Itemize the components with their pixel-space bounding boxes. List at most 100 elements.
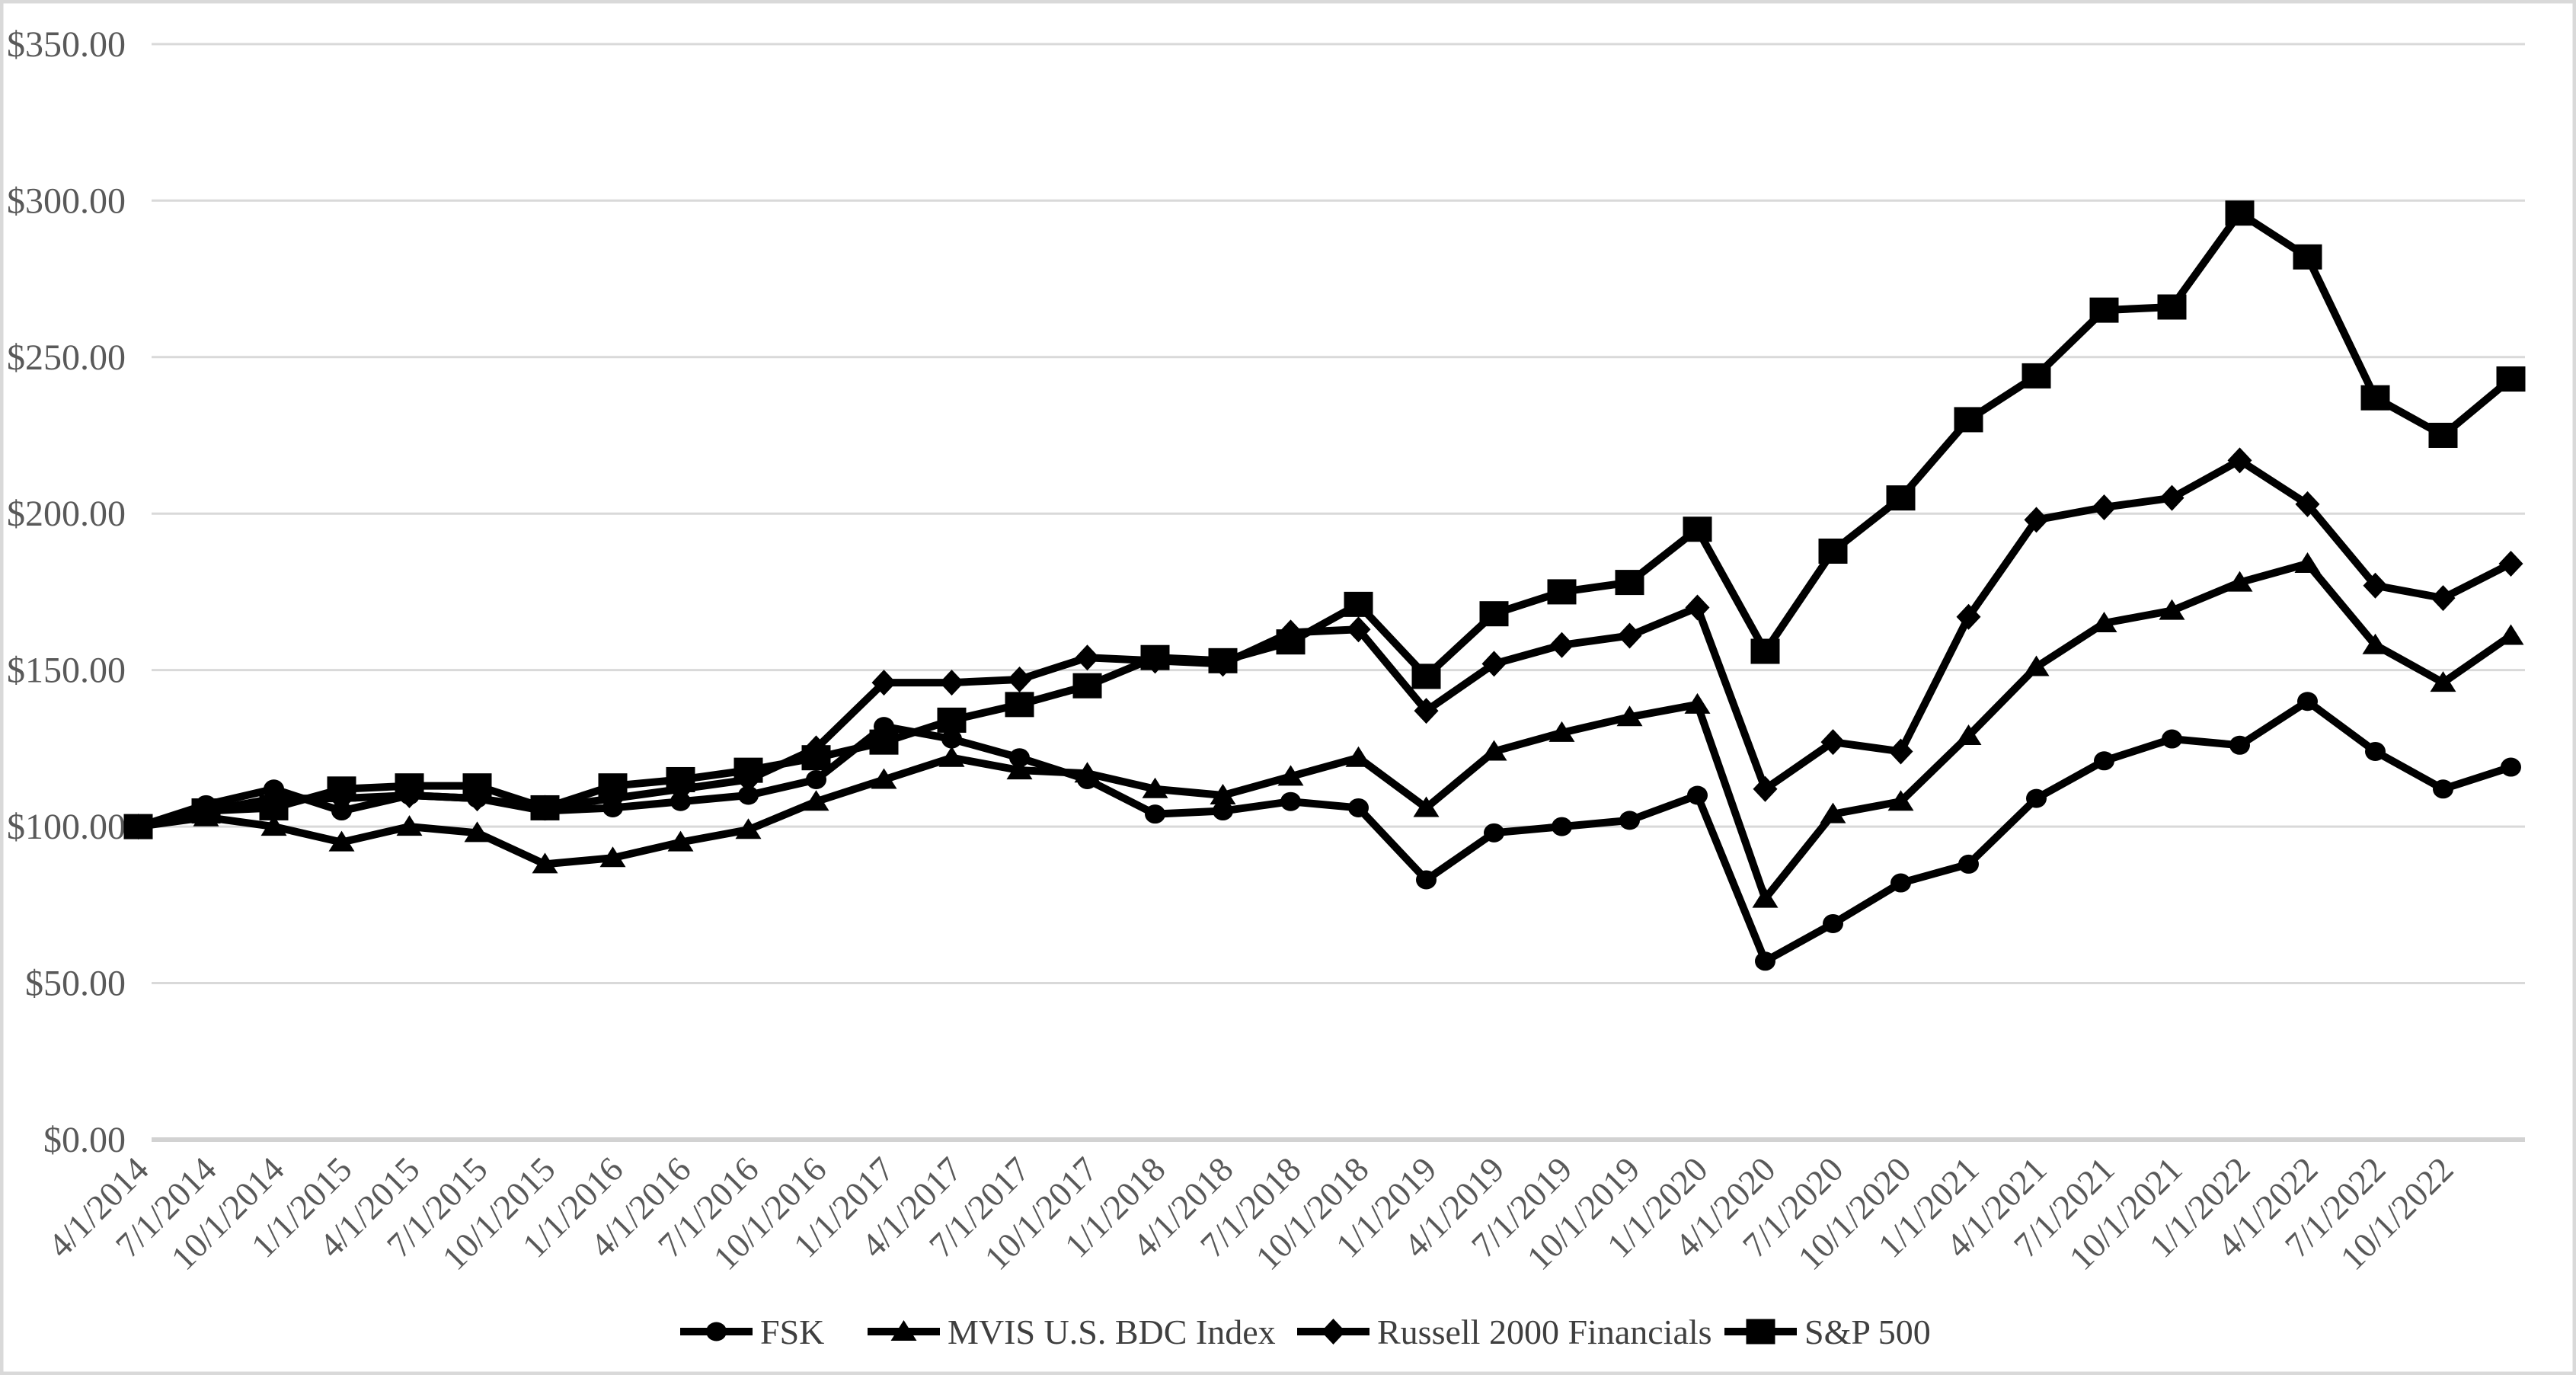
gridlines xyxy=(152,43,2525,1142)
russell-2000-financials-diamond-marker-icon xyxy=(1346,616,1371,643)
s-p-500-square-marker-icon xyxy=(1818,539,1848,564)
mvis-u-s-bdc-index-triangle-marker-icon xyxy=(1277,765,1304,786)
s-p-500-square-marker-icon xyxy=(1411,664,1441,689)
russell-2000-financials-diamond-marker-icon xyxy=(939,670,964,696)
legend-item-mvis-u-s-bdc-index: MVIS U.S. BDC Index xyxy=(868,1313,1276,1351)
y-axis-tick-label: $200.00 xyxy=(7,494,126,534)
legend-label: MVIS U.S. BDC Index xyxy=(948,1313,1276,1351)
legend-label: S&P 500 xyxy=(1804,1313,1931,1351)
mvis-u-s-bdc-index-triangle-marker-icon xyxy=(2023,655,2050,676)
fsk-circle-marker-icon xyxy=(2094,751,2114,771)
mvis-u-s-bdc-index-triangle-marker-icon xyxy=(1210,784,1236,805)
mvis-u-s-bdc-index-triangle-marker-icon xyxy=(803,790,829,811)
s-p-500-square-marker-icon xyxy=(2496,366,2526,392)
legend-diamond-marker-icon xyxy=(1321,1319,1346,1345)
s-p-500-square-marker-icon xyxy=(2089,297,2119,323)
fsk-circle-marker-icon xyxy=(2501,757,2521,777)
mvis-u-s-bdc-index-triangle-marker-icon xyxy=(1074,762,1101,783)
s-p-500-square-marker-icon xyxy=(1750,638,1780,664)
russell-2000-financials-diamond-marker-icon xyxy=(1481,651,1507,677)
fsk-circle-marker-icon xyxy=(1619,811,1640,830)
russell-2000-financials-diamond-marker-icon xyxy=(1956,603,1981,630)
series-mvis-u-s-bdc-index-line xyxy=(134,559,2515,903)
y-axis-tick-label: $300.00 xyxy=(7,181,126,221)
mvis-u-s-bdc-index-triangle-marker-icon xyxy=(1820,802,1846,823)
russell-2000-financials-diamond-marker-icon xyxy=(1549,632,1574,658)
s-p-500-square-marker-icon xyxy=(123,814,153,839)
s-p-500-square-marker-icon xyxy=(733,757,763,783)
y-axis-tick-label: $100.00 xyxy=(7,807,126,847)
mvis-u-s-bdc-index-triangle-marker-icon xyxy=(1616,705,1643,727)
mvis-u-s-bdc-index-triangle-marker-icon xyxy=(1752,887,1779,908)
s-p-500-square-marker-icon xyxy=(327,776,356,802)
legend-triangle-marker-icon xyxy=(890,1320,917,1341)
s-p-500-square-marker-icon xyxy=(2360,385,2390,411)
fsk-circle-marker-icon xyxy=(2433,779,2453,799)
mvis-u-s-bdc-index-triangle-marker-icon xyxy=(2091,612,2117,633)
fsk-circle-marker-icon xyxy=(1823,913,1843,933)
s-p-500-square-marker-icon xyxy=(937,707,967,733)
fsk-circle-marker-icon xyxy=(1755,951,1775,971)
series-s-p-500 xyxy=(123,200,2526,839)
mvis-u-s-bdc-index-triangle-marker-icon xyxy=(1955,724,1982,745)
s-p-500-square-marker-icon xyxy=(1479,601,1509,627)
russell-2000-financials-diamond-marker-icon xyxy=(2227,447,2252,474)
s-p-500-square-marker-icon xyxy=(1683,516,1712,542)
y-axis-tick-label: $150.00 xyxy=(7,651,126,691)
fsk-circle-marker-icon xyxy=(1552,817,1572,836)
s-p-500-square-marker-icon xyxy=(1344,591,1373,617)
mvis-u-s-bdc-index-triangle-marker-icon xyxy=(1413,796,1440,817)
mvis-u-s-bdc-index-triangle-marker-icon xyxy=(2294,552,2321,573)
s-p-500-square-marker-icon xyxy=(395,773,424,799)
y-axis: $0.00 $50.00 $100.00 $150.00 $200.00 $250.00 $… xyxy=(7,24,126,1160)
legend-item-s-p-500: S&P 500 xyxy=(1724,1313,1931,1351)
s-p-500-square-marker-icon xyxy=(1208,648,1238,673)
russell-2000-financials-diamond-marker-icon xyxy=(2295,491,2320,517)
mvis-u-s-bdc-index-triangle-marker-icon xyxy=(2430,671,2456,692)
mvis-u-s-bdc-index-triangle-marker-icon xyxy=(871,768,897,789)
russell-2000-financials-diamond-marker-icon xyxy=(1888,738,1913,765)
legend-circle-marker-icon xyxy=(706,1322,727,1341)
russell-2000-financials-diamond-marker-icon xyxy=(1753,775,1778,802)
fsk-circle-marker-icon xyxy=(1145,804,1165,824)
mvis-u-s-bdc-index-triangle-marker-icon xyxy=(464,821,491,843)
s-p-500-square-marker-icon xyxy=(801,745,831,771)
mvis-u-s-bdc-index-triangle-marker-icon xyxy=(1548,721,1575,742)
fsk-circle-marker-icon xyxy=(2162,729,2182,749)
russell-2000-financials-diamond-marker-icon xyxy=(1820,729,1846,756)
s-p-500-square-marker-icon xyxy=(191,798,221,824)
russell-2000-financials-diamond-marker-icon xyxy=(2024,507,2049,533)
s-p-500-square-marker-icon xyxy=(462,773,492,799)
mvis-u-s-bdc-index-triangle-marker-icon xyxy=(328,830,355,852)
s-p-500-square-marker-icon xyxy=(2428,422,2458,448)
russell-2000-financials-diamond-marker-icon xyxy=(2363,572,2388,599)
s-p-500-square-marker-icon xyxy=(666,766,695,792)
legend: FSK MVIS U.S. BDC Index Russell 2000 Finan… xyxy=(680,1313,1931,1351)
s-p-500-square-marker-icon xyxy=(530,795,560,820)
s-p-500-square-marker-icon xyxy=(259,795,289,820)
s-p-500-square-marker-icon xyxy=(1276,629,1306,655)
fsk-circle-marker-icon xyxy=(1009,748,1030,768)
russell-2000-financials-diamond-marker-icon xyxy=(2431,585,2456,612)
legend-square-marker-icon xyxy=(1746,1319,1775,1345)
mvis-u-s-bdc-index-triangle-marker-icon xyxy=(1887,790,1914,811)
y-axis-tick-label: $250.00 xyxy=(7,337,126,378)
s-p-500-square-marker-icon xyxy=(1615,570,1644,596)
fsk-circle-marker-icon xyxy=(1348,798,1369,817)
s-p-500-square-marker-icon xyxy=(1140,644,1170,670)
mvis-u-s-bdc-index-triangle-marker-icon xyxy=(1345,746,1372,767)
mvis-u-s-bdc-index-triangle-marker-icon xyxy=(260,815,287,836)
fsk-circle-marker-icon xyxy=(806,769,826,789)
russell-2000-financials-diamond-marker-icon xyxy=(871,670,896,696)
legend-item-russell-2000-financials: Russell 2000 Financials xyxy=(1297,1313,1712,1351)
fsk-circle-marker-icon xyxy=(1484,823,1504,843)
y-axis-tick-label: $50.00 xyxy=(25,964,126,1004)
russell-2000-financials-diamond-marker-icon xyxy=(2092,494,2117,520)
y-axis-tick-label: $0.00 xyxy=(43,1120,126,1160)
mvis-u-s-bdc-index-triangle-marker-icon xyxy=(1006,759,1033,780)
mvis-u-s-bdc-index-triangle-marker-icon xyxy=(1142,777,1168,798)
russell-2000-financials-diamond-marker-icon xyxy=(2159,484,2184,511)
